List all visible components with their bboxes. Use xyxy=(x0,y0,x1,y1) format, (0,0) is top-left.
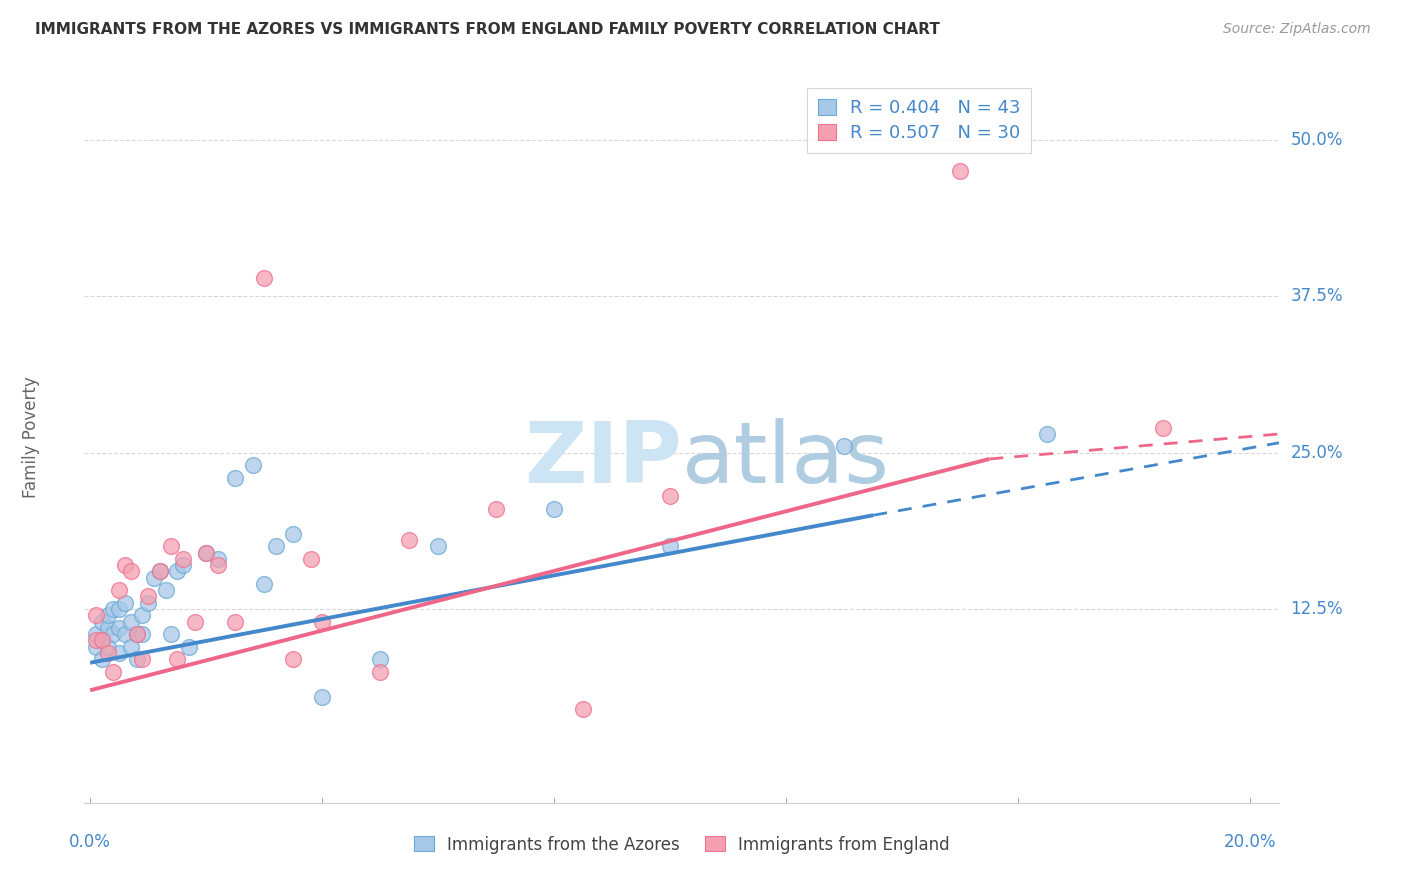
Point xyxy=(108,646,131,660)
Point xyxy=(97,608,120,623)
Point xyxy=(543,502,565,516)
Point xyxy=(572,702,595,716)
Point xyxy=(114,558,136,573)
Point xyxy=(84,608,107,623)
Text: 50.0%: 50.0% xyxy=(1291,131,1343,149)
Point xyxy=(149,565,172,579)
Text: 37.5%: 37.5% xyxy=(1291,287,1343,305)
Point xyxy=(84,640,107,654)
Text: Source: ZipAtlas.com: Source: ZipAtlas.com xyxy=(1223,22,1371,37)
Point xyxy=(195,546,218,560)
Point xyxy=(90,633,112,648)
Point xyxy=(264,540,287,554)
Point xyxy=(172,552,194,566)
Point xyxy=(84,627,107,641)
Point xyxy=(1152,420,1174,434)
Point xyxy=(172,558,194,573)
Point xyxy=(311,690,333,704)
Point xyxy=(183,615,205,629)
Point xyxy=(485,502,508,516)
Legend: Immigrants from the Azores, Immigrants from England: Immigrants from the Azores, Immigrants f… xyxy=(408,829,956,860)
Text: 12.5%: 12.5% xyxy=(1291,600,1343,618)
Point xyxy=(97,621,120,635)
Text: 20.0%: 20.0% xyxy=(1225,833,1277,851)
Point xyxy=(195,546,218,560)
Point xyxy=(166,565,188,579)
Text: Family Poverty: Family Poverty xyxy=(21,376,39,498)
Point xyxy=(131,652,153,666)
Point xyxy=(114,596,136,610)
Point xyxy=(125,627,148,641)
Point xyxy=(114,627,136,641)
Point xyxy=(224,615,246,629)
Point xyxy=(103,602,125,616)
Point xyxy=(207,552,229,566)
Point xyxy=(242,458,264,473)
Point xyxy=(659,540,682,554)
Point xyxy=(131,608,153,623)
Point xyxy=(103,665,125,679)
Point xyxy=(131,627,153,641)
Point xyxy=(253,270,276,285)
Point xyxy=(283,527,305,541)
Point xyxy=(283,652,305,666)
Point xyxy=(311,615,333,629)
Point xyxy=(155,583,177,598)
Point xyxy=(398,533,420,548)
Point xyxy=(136,596,159,610)
Text: 25.0%: 25.0% xyxy=(1291,443,1343,462)
Point xyxy=(108,621,131,635)
Point xyxy=(103,627,125,641)
Point xyxy=(160,540,183,554)
Point xyxy=(120,640,142,654)
Point xyxy=(90,615,112,629)
Point xyxy=(108,583,131,598)
Point xyxy=(125,652,148,666)
Point xyxy=(659,490,682,504)
Point xyxy=(125,627,148,641)
Point xyxy=(90,633,112,648)
Point xyxy=(1036,426,1059,441)
Text: atlas: atlas xyxy=(682,417,890,500)
Point xyxy=(90,652,112,666)
Point xyxy=(84,633,107,648)
Point xyxy=(949,164,972,178)
Point xyxy=(97,646,120,660)
Point xyxy=(120,565,142,579)
Point xyxy=(149,565,172,579)
Point xyxy=(834,440,856,454)
Point xyxy=(136,590,159,604)
Point xyxy=(177,640,200,654)
Point xyxy=(97,640,120,654)
Point xyxy=(368,652,391,666)
Point xyxy=(143,571,166,585)
Text: IMMIGRANTS FROM THE AZORES VS IMMIGRANTS FROM ENGLAND FAMILY POVERTY CORRELATION: IMMIGRANTS FROM THE AZORES VS IMMIGRANTS… xyxy=(35,22,941,37)
Point xyxy=(160,627,183,641)
Point xyxy=(427,540,450,554)
Point xyxy=(207,558,229,573)
Point xyxy=(108,602,131,616)
Point xyxy=(120,615,142,629)
Point xyxy=(166,652,188,666)
Text: 0.0%: 0.0% xyxy=(69,833,111,851)
Point xyxy=(253,577,276,591)
Point xyxy=(224,471,246,485)
Point xyxy=(299,552,322,566)
Text: ZIP: ZIP xyxy=(524,417,682,500)
Point xyxy=(368,665,391,679)
